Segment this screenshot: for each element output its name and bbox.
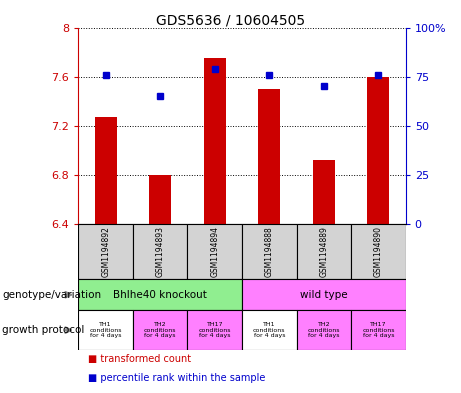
Text: GSM1194892: GSM1194892 (101, 226, 110, 277)
Text: GSM1194890: GSM1194890 (374, 226, 383, 277)
Text: TH1
conditions
for 4 days: TH1 conditions for 4 days (253, 322, 285, 338)
Text: GSM1194888: GSM1194888 (265, 226, 274, 277)
Text: GSM1194893: GSM1194893 (156, 226, 165, 277)
Bar (351, 310, 406, 350)
Text: GSM1194889: GSM1194889 (319, 226, 328, 277)
Bar (78, 279, 242, 310)
Bar (258, 89, 280, 224)
Bar (133, 224, 188, 279)
Bar (296, 310, 351, 350)
Bar (188, 224, 242, 279)
Bar (78, 310, 133, 350)
Bar (367, 77, 389, 224)
Text: ■ transformed count: ■ transformed count (88, 354, 191, 364)
Bar (351, 224, 406, 279)
Text: TH1
conditions
for 4 days: TH1 conditions for 4 days (89, 322, 122, 338)
Bar (149, 175, 171, 224)
Text: ■ percentile rank within the sample: ■ percentile rank within the sample (88, 373, 265, 383)
Text: TH2
conditions
for 4 days: TH2 conditions for 4 days (144, 322, 177, 338)
Bar (133, 310, 188, 350)
Text: growth protocol: growth protocol (2, 325, 85, 335)
Bar (242, 224, 296, 279)
Bar (188, 310, 242, 350)
Bar (296, 224, 351, 279)
Bar (242, 279, 406, 310)
Text: GDS5636 / 10604505: GDS5636 / 10604505 (156, 14, 305, 28)
Text: GSM1194894: GSM1194894 (210, 226, 219, 277)
Bar (78, 224, 133, 279)
Text: genotype/variation: genotype/variation (2, 290, 101, 300)
Bar (95, 117, 117, 224)
Bar (242, 310, 296, 350)
Bar (204, 58, 226, 224)
Text: wild type: wild type (300, 290, 348, 300)
Text: Bhlhe40 knockout: Bhlhe40 knockout (113, 290, 207, 300)
Text: TH17
conditions
for 4 days: TH17 conditions for 4 days (199, 322, 231, 338)
Bar (313, 160, 335, 224)
Text: TH2
conditions
for 4 days: TH2 conditions for 4 days (307, 322, 340, 338)
Text: TH17
conditions
for 4 days: TH17 conditions for 4 days (362, 322, 395, 338)
